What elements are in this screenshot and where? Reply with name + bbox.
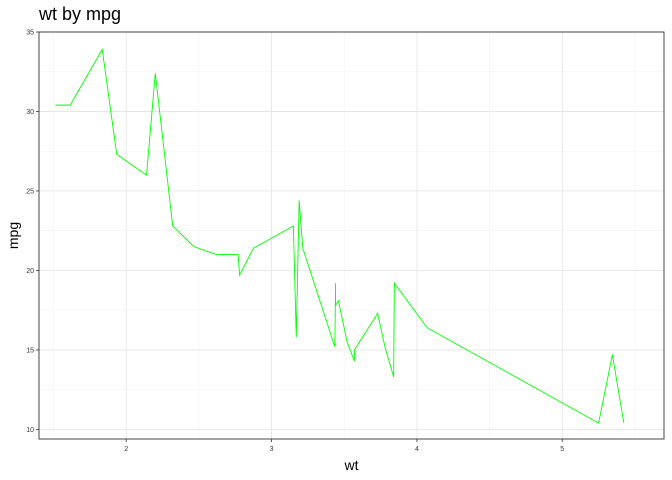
x-axis: 2 3 4 5: [124, 439, 564, 453]
y-tick-label: 30: [26, 109, 34, 116]
y-tick-label: 15: [26, 347, 34, 354]
x-axis-title: wt: [344, 457, 359, 473]
y-axis-title: mpg: [5, 222, 21, 249]
y-tick-label: 20: [26, 268, 34, 275]
minor-gridlines: [39, 32, 664, 439]
y-tick-label: 25: [26, 188, 34, 195]
x-tick-label: 3: [270, 446, 274, 453]
series-line: [55, 48, 625, 424]
y-axis: 10 15 20 25 30 35: [26, 30, 39, 434]
x-tick-label: 5: [560, 446, 564, 453]
x-tick-label: 2: [124, 446, 128, 453]
y-tick-label: 35: [26, 30, 34, 37]
major-gridlines: [39, 31, 664, 439]
chart-title: wt by mpg: [38, 4, 121, 24]
series-group: [55, 48, 625, 424]
y-tick-label: 10: [26, 427, 34, 434]
x-tick-label: 4: [415, 446, 419, 453]
plot-panel-border: [38, 31, 665, 440]
